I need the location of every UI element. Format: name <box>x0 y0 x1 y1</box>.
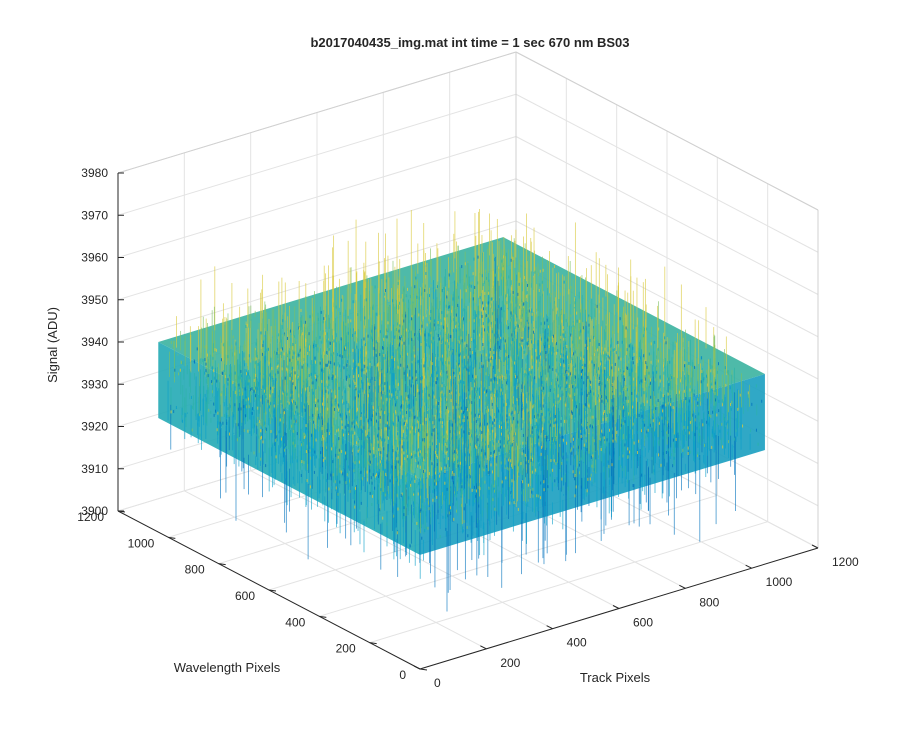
surface-plot[interactable]: b2017040435_img.mat int time = 1 sec 670… <box>0 0 900 750</box>
figure: b2017040435_img.mat int time = 1 sec 670… <box>0 0 900 750</box>
